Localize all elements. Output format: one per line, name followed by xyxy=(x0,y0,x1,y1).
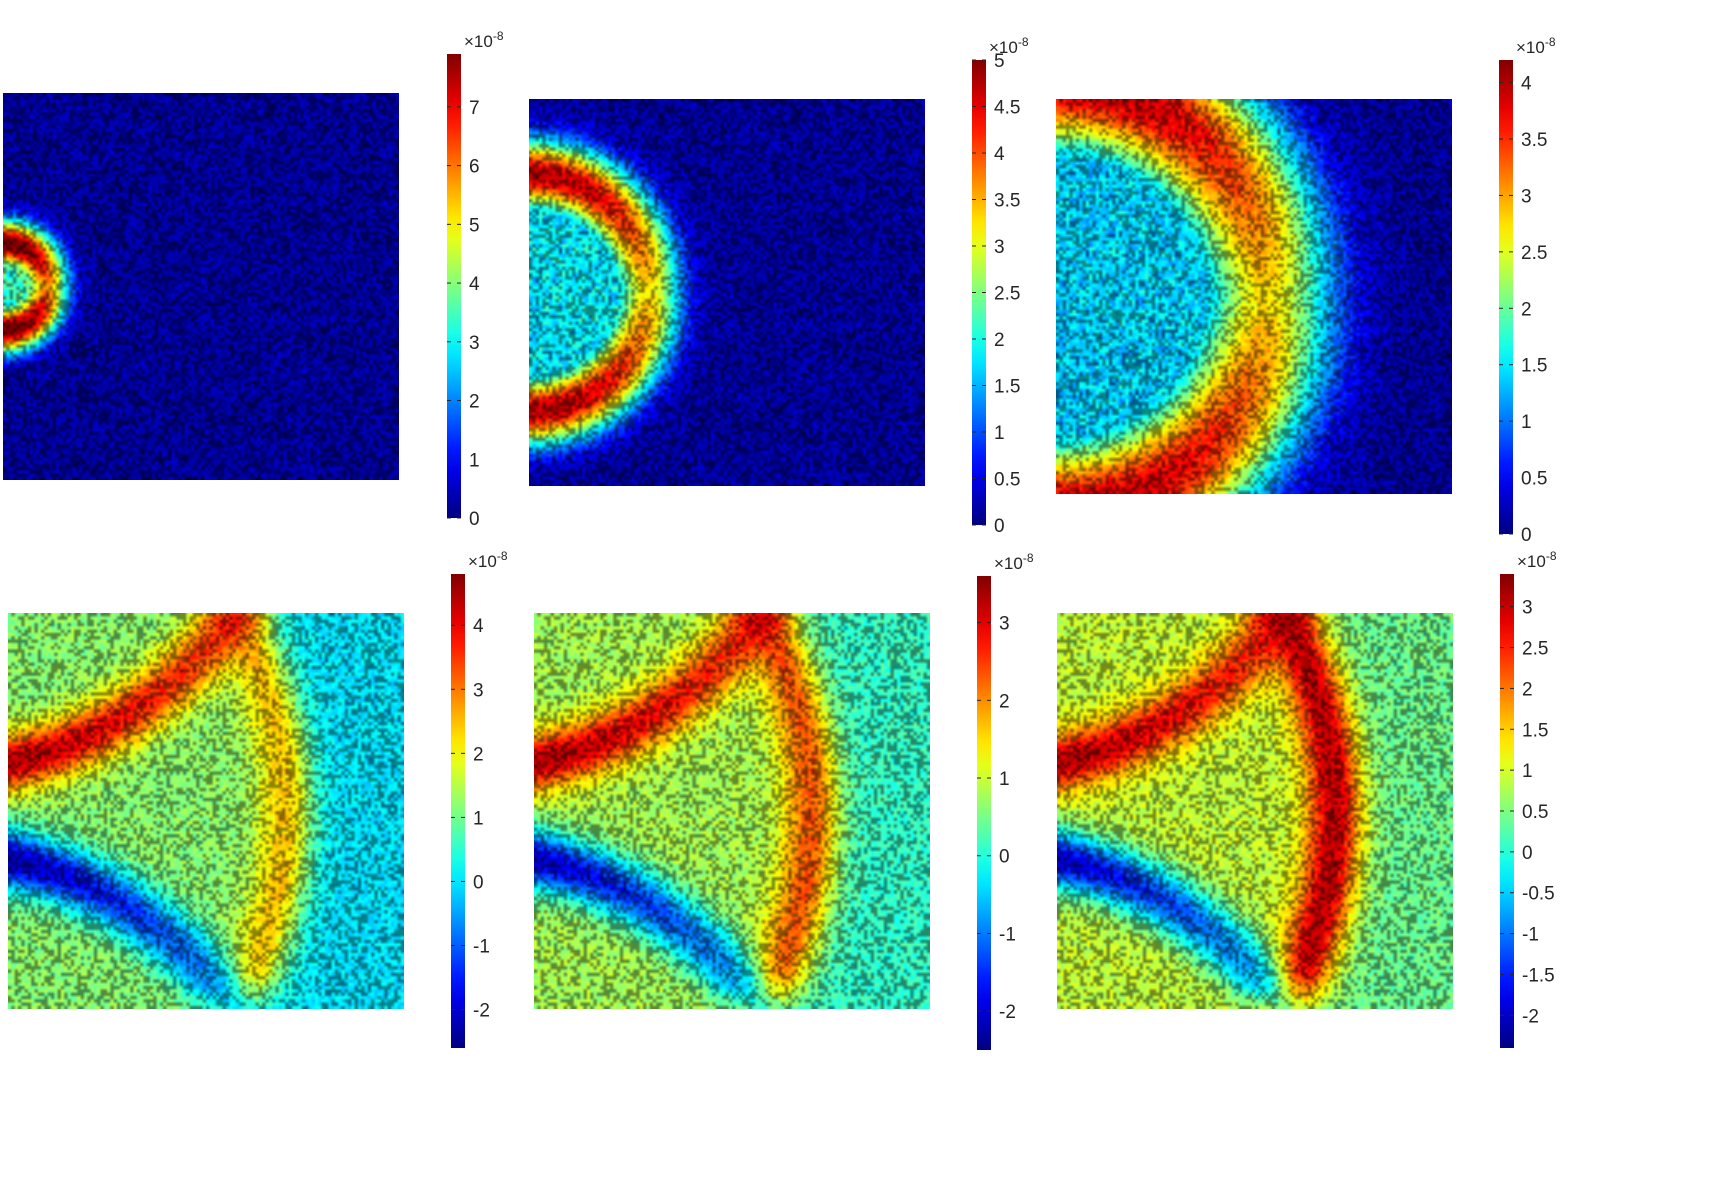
colorbar-tick-label: 7 xyxy=(469,98,480,119)
colorbar-tick-label: 2 xyxy=(469,392,480,413)
colorbar-tick-label: 1 xyxy=(473,808,484,829)
colorbar-tick-label: -2 xyxy=(473,1001,490,1022)
colorbar-tick-label: 2 xyxy=(999,691,1010,712)
colorbar-tick-label: 3 xyxy=(469,333,480,354)
colorbar-tick-label: 1 xyxy=(1521,412,1532,433)
colorbar-tick-label: 0.5 xyxy=(1521,469,1547,490)
colorbar-tick-label: 1 xyxy=(469,450,480,471)
colorbar-tick-label: 1.5 xyxy=(1521,356,1547,377)
colorbar-tick-label: 3 xyxy=(1521,186,1532,207)
colorbar-tick-label: 1 xyxy=(1522,761,1533,782)
colorbar-tick-label: 5 xyxy=(469,215,480,236)
colorbar-tick-label: 2 xyxy=(1521,299,1532,320)
colorbar-tick-label: 2.5 xyxy=(1522,639,1548,660)
colorbar-tick-label: 4 xyxy=(1521,74,1532,95)
colorbar-tick-label: 0 xyxy=(994,516,1005,537)
colorbar-tick-label: 1.5 xyxy=(994,377,1020,398)
colorbar-tick-label: -1.5 xyxy=(1522,965,1555,986)
colorbar-exponent: ×10-8 xyxy=(464,29,504,51)
heatmap-image xyxy=(534,613,930,1009)
colorbar-tick-label: 0 xyxy=(469,509,480,530)
colorbar-tick-label: -2 xyxy=(999,1002,1016,1023)
colorbar-tick-label: 2.5 xyxy=(994,284,1020,305)
colorbar-tick-label: 3 xyxy=(473,680,484,701)
colorbar-tick-label: -1 xyxy=(999,924,1016,945)
colorbar xyxy=(977,576,991,1050)
colorbar xyxy=(451,574,465,1048)
colorbar-tick-label: 2.5 xyxy=(1521,243,1547,264)
colorbar-tick-label: 0 xyxy=(1521,525,1532,546)
colorbar-tick-label: 3 xyxy=(999,614,1010,635)
colorbar-tick-label: -0.5 xyxy=(1522,884,1555,905)
heatmap-image xyxy=(3,93,399,480)
colorbar xyxy=(1499,60,1513,534)
colorbar-tick-label: 0 xyxy=(473,872,484,893)
colorbar-tick-label: 3 xyxy=(994,237,1005,258)
colorbar xyxy=(447,54,461,518)
colorbar-tick-label: 4 xyxy=(994,144,1005,165)
colorbar-tick-label: 3.5 xyxy=(994,191,1020,212)
heatmap-image xyxy=(529,99,925,486)
colorbar-exponent: ×10-8 xyxy=(1516,35,1556,57)
colorbar-exponent: ×10-8 xyxy=(994,551,1034,573)
heatmap-image xyxy=(1056,99,1452,494)
colorbar-tick-label: 4 xyxy=(473,616,484,637)
colorbar-tick-label: 1 xyxy=(994,423,1005,444)
colorbar-tick-label: 3.5 xyxy=(1521,130,1547,151)
colorbar-tick-label: 0 xyxy=(1522,843,1533,864)
colorbar-tick-label: 2 xyxy=(994,330,1005,351)
colorbar-tick-label: 0 xyxy=(999,847,1010,868)
colorbar-tick-label: -1 xyxy=(1522,925,1539,946)
colorbar-tick-label: 3 xyxy=(1522,598,1533,619)
heatmap-image xyxy=(8,613,404,1009)
colorbar-tick-label: 0.5 xyxy=(1522,802,1548,823)
colorbar-tick-label: 6 xyxy=(469,157,480,178)
colorbar-exponent: ×10-8 xyxy=(989,35,1029,57)
colorbar-tick-label: 4 xyxy=(469,274,480,295)
colorbar-tick-label: -2 xyxy=(1522,1006,1539,1027)
colorbar-tick-label: 2 xyxy=(473,744,484,765)
heatmap-image xyxy=(1057,613,1453,1009)
colorbar-tick-label: 4.5 xyxy=(994,98,1020,119)
colorbar-tick-label: 2 xyxy=(1522,679,1533,700)
colorbar-tick-label: 1 xyxy=(999,769,1010,790)
colorbar-tick-label: 0.5 xyxy=(994,470,1020,491)
colorbar-exponent: ×10-8 xyxy=(1517,549,1557,571)
colorbar-tick-label: -1 xyxy=(473,937,490,958)
colorbar-tick-label: 5 xyxy=(994,51,1005,72)
colorbar xyxy=(972,60,986,525)
colorbar-exponent: ×10-8 xyxy=(468,549,508,571)
colorbar xyxy=(1500,574,1514,1048)
colorbar-tick-label: 1.5 xyxy=(1522,720,1548,741)
